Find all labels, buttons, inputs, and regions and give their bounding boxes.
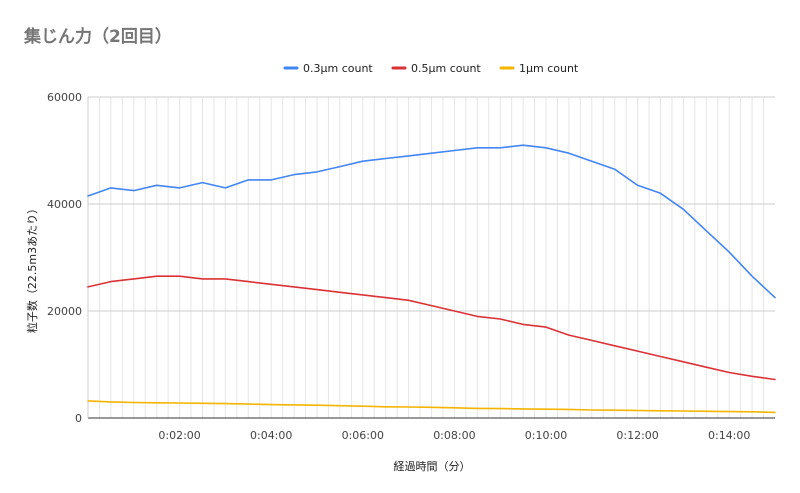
series-lines [87,144,776,414]
chart-title: 集じん力（2回目） [24,27,172,47]
y-tick-label: 20000 [47,305,82,318]
y-tick-label: 40000 [47,198,82,211]
x-axis-ticks: 0:02:00 0:04:00 0:06:00 0:08:00 0:10:00 0:12:… [158,429,750,442]
y-axis-title: 粒子数（22.5m3あたり） [25,203,39,333]
legend-label: 0.3μm count [303,62,373,75]
legend-label: 1μm count [519,62,579,75]
x-tick-label: 0:02:00 [158,429,200,442]
x-tick-label: 0:14:00 [708,429,750,442]
series-line [87,400,776,414]
series-line [87,275,776,381]
legend: 0.3μm count 0.5μm count 1μm count [283,62,579,75]
x-tick-label: 0:10:00 [525,429,567,442]
x-tick-label: 0:04:00 [250,429,292,442]
y-tick-label: 0 [75,412,82,425]
legend-label: 0.5μm count [411,62,481,75]
x-tick-label: 0:08:00 [433,429,475,442]
minor-grid [98,97,765,418]
x-axis-title: 経過時間（分） [394,460,471,473]
x-tick-label: 0:12:00 [616,429,658,442]
series-line [87,144,776,299]
x-tick-label: 0:06:00 [342,429,384,442]
y-tick-label: 60000 [47,91,82,104]
major-grid [87,96,775,419]
y-axis-ticks: 0 20000 40000 60000 [47,91,82,425]
